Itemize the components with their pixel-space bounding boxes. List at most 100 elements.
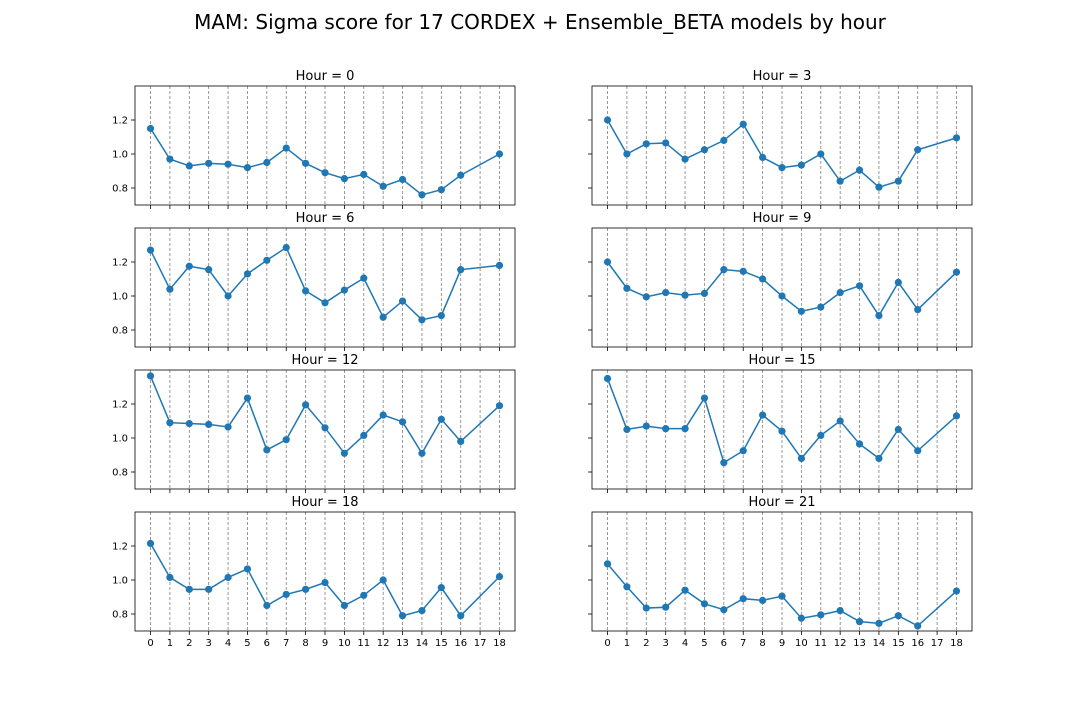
x-tick-label: 10 [795,638,808,649]
y-tick-label: 1.2 [112,542,128,553]
data-point [263,256,271,264]
data-point [224,160,232,168]
data-point [952,268,961,276]
data-point [243,394,252,402]
data-point [185,262,193,270]
data-point [855,618,864,626]
data-point [418,316,426,324]
data-point [243,565,252,573]
x-tick-label: 10 [338,638,351,649]
data-point [914,447,922,455]
data-point [778,592,786,600]
data-point [759,153,767,161]
data-point [894,612,902,620]
subplot-hour-9: Hour = 9 [588,211,973,351]
x-tick-label: 18 [493,638,506,649]
x-tick-label: 15 [435,638,448,649]
data-point [146,124,155,133]
data-point [603,116,612,124]
x-tick-label: 14 [873,638,886,649]
data-point [340,601,348,610]
x-tick-label: 0 [604,638,610,649]
data-point [836,607,844,615]
data-point [321,424,329,432]
data-point [681,155,689,163]
data-point [797,614,805,622]
subplot-hour-12: 0.8 1.0 1.2 Hour = 12 [112,353,516,493]
data-point [623,583,631,591]
data-point [205,585,213,593]
data-point [797,307,805,315]
subplot-title: Hour = 15 [748,353,815,368]
x-tick-label: 1 [167,638,173,649]
data-point [952,134,961,142]
data-point [166,285,174,293]
data-point [398,175,407,184]
data-point [263,158,271,167]
data-point [398,418,407,426]
data-point [205,420,213,428]
x-tick-label: 7 [740,638,746,649]
data-point [681,291,689,299]
subplot-title: Hour = 21 [748,495,815,510]
y-tick-label: 1.0 [112,150,128,161]
data-point [778,427,786,435]
subplot-hour-6: 0.8 1.0 1.2 Hour = 6 [112,211,516,351]
data-point [662,289,670,297]
data-point [875,183,883,191]
x-tick-label: 17 [931,638,944,649]
subplot-hour-15: Hour = 15 [588,353,973,493]
data-point [302,159,310,167]
data-point [263,446,271,454]
data-point [855,440,864,448]
data-point [642,422,650,430]
data-point [321,578,329,587]
data-point [457,171,465,179]
data-point [340,449,348,457]
data-point [739,267,747,275]
data-point [360,274,368,282]
data-point [360,591,368,599]
data-point [914,622,922,630]
data-point [778,292,786,300]
subplot-hour-0: 0.8 1.0 1.2 Hour = 0 [112,69,516,209]
data-point [662,603,670,611]
data-point [282,243,290,252]
data-point [739,595,747,603]
data-point [437,186,445,194]
data-point [379,313,387,321]
y-tick-label: 0.8 [112,326,128,337]
data-point [603,560,612,568]
data-point [778,164,786,172]
x-tick-label: 13 [396,638,409,649]
x-tick-label: 15 [892,638,905,649]
data-point [495,402,504,410]
x-tick-label: 9 [322,638,328,649]
data-point [836,289,844,297]
data-point [166,155,174,163]
data-point [437,311,445,320]
data-point [495,261,504,269]
x-tick-label: 5 [701,638,707,649]
data-point [603,374,612,383]
data-point [379,411,387,419]
data-point [437,584,445,592]
data-point [681,425,689,433]
subplot-title: Hour = 6 [296,211,355,226]
data-point [681,586,689,594]
data-point [720,459,728,467]
x-tick-label: 7 [283,638,289,649]
data-point [457,266,465,274]
data-point [243,164,252,172]
subplot-hour-3: Hour = 3 [588,69,973,209]
data-point [720,606,728,614]
data-point [894,425,902,434]
data-point [360,431,368,440]
y-tick-label: 0.8 [112,184,128,195]
data-point [836,177,844,185]
x-tick-label: 12 [377,638,390,649]
x-tick-label: 4 [682,638,688,649]
data-point [875,311,883,320]
data-point [495,150,504,158]
data-point [224,292,232,300]
